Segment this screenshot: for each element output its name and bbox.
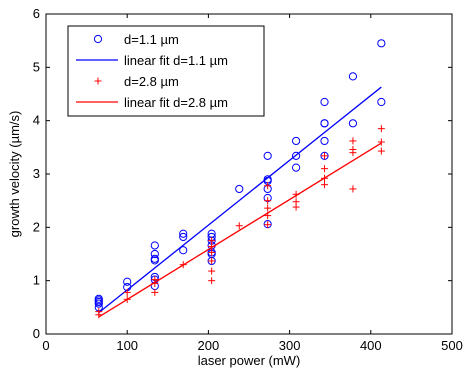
- data-point-circle: [179, 229, 188, 238]
- data-point-circle: [235, 184, 244, 194]
- data-point-plus: [264, 204, 272, 212]
- data-point-circle: [320, 97, 329, 107]
- legend-entry-label: linear fit d=1.1 µm: [124, 53, 228, 68]
- data-point-circle: [291, 151, 301, 160]
- x-axis-label: laser power (mW): [198, 353, 301, 368]
- data-point-plus: [123, 288, 131, 296]
- data-point-plus: [208, 248, 216, 256]
- legend-swatch-plus: [94, 77, 102, 85]
- y-tick-label: 2: [33, 219, 40, 234]
- data-point-plus: [208, 237, 216, 245]
- legend-entry-label: d=2.8 µm: [124, 74, 179, 89]
- data-point-plus: [377, 147, 385, 155]
- data-point-plus: [151, 288, 159, 296]
- fit-line-3: [98, 142, 382, 318]
- y-tick-label: 3: [33, 166, 40, 181]
- data-point-plus: [377, 125, 385, 133]
- data-point-circle: [377, 39, 386, 48]
- axes: 0 100 200 300 400 500 0 1 2 3 4 5 6: [33, 6, 463, 353]
- legend: d=1.1 µm linear fit d=1.1 µm d=2.8 µm linea…: [67, 25, 265, 117]
- data-point-plus: [208, 257, 216, 265]
- data-point-plus: [321, 165, 329, 173]
- fit-line-1: [98, 86, 382, 314]
- legend-entry-label: d=1.1 µm: [124, 32, 179, 47]
- data-point-circle: [291, 163, 301, 172]
- y-axis-label: growth velocity (µm/s): [7, 111, 22, 238]
- data-point-circle: [150, 254, 159, 263]
- data-point-circle: [179, 246, 188, 255]
- data-point-plus: [208, 267, 216, 275]
- data-point-circle: [150, 241, 159, 250]
- data-point-circle: [123, 277, 132, 286]
- data-point-circle: [348, 119, 358, 128]
- data-point-plus: [208, 277, 216, 285]
- y-tick-label: 4: [33, 113, 40, 128]
- data-point-circle: [291, 136, 301, 146]
- data-point-circle: [320, 151, 329, 160]
- legend-swatch-circle: [93, 34, 103, 44]
- data-point-plus: [321, 181, 329, 189]
- x-tick-label: 100: [116, 338, 138, 353]
- x-tick-label: 200: [198, 338, 220, 353]
- x-tick-label: 500: [441, 338, 463, 353]
- x-tick-label: 300: [279, 338, 301, 353]
- data-point-plus: [349, 185, 357, 193]
- data-point-circle: [150, 249, 159, 259]
- data-point-plus: [235, 222, 243, 230]
- data-point-circle: [320, 136, 329, 146]
- data-point-circle: [348, 72, 358, 81]
- data-point-plus: [264, 197, 272, 205]
- data-point-circle: [94, 294, 103, 303]
- data-point-plus: [264, 182, 272, 190]
- data-point-plus: [292, 198, 300, 206]
- x-tick-label: 400: [360, 338, 382, 353]
- data-point-plus: [349, 145, 357, 153]
- data-point-circle: [263, 151, 272, 160]
- x-tick-label: 0: [42, 338, 49, 353]
- data-point-circle: [320, 119, 329, 128]
- y-tick-label: 5: [33, 59, 40, 74]
- data-point-plus: [377, 138, 385, 146]
- y-tick-label: 0: [33, 326, 40, 341]
- plot-marks: [94, 39, 386, 319]
- data-point-plus: [95, 308, 103, 316]
- legend-entry-label: linear fit d=2.8 µm: [124, 95, 228, 110]
- data-point-circle: [179, 232, 188, 242]
- data-point-plus: [264, 221, 272, 229]
- y-tick-label: 6: [33, 6, 40, 21]
- data-point-circle: [377, 97, 386, 107]
- data-point-plus: [349, 137, 357, 145]
- data-point-plus: [321, 152, 329, 160]
- y-tick-label: 1: [33, 273, 40, 288]
